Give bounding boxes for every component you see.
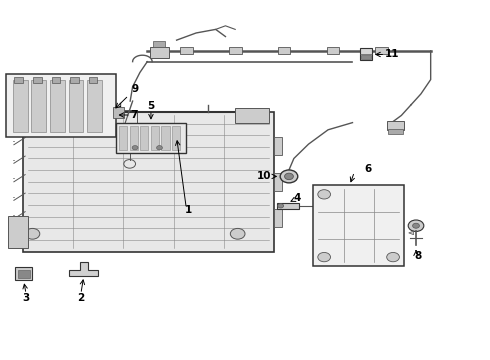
Circle shape bbox=[413, 223, 419, 228]
Text: 1: 1 bbox=[185, 206, 193, 216]
Text: 7: 7 bbox=[130, 110, 138, 120]
Bar bbox=[5, 74, 116, 137]
Circle shape bbox=[132, 145, 138, 150]
Bar bbox=[161, 126, 170, 149]
Bar bbox=[70, 77, 79, 83]
Text: 3: 3 bbox=[23, 293, 30, 303]
Bar bbox=[278, 46, 291, 54]
Text: 10: 10 bbox=[257, 171, 272, 181]
Bar bbox=[235, 108, 270, 123]
Bar bbox=[274, 173, 282, 191]
Bar bbox=[327, 46, 339, 54]
Text: 9: 9 bbox=[116, 84, 139, 108]
Bar bbox=[33, 77, 42, 83]
Bar bbox=[23, 112, 274, 252]
Polygon shape bbox=[69, 262, 98, 276]
Bar bbox=[89, 77, 98, 83]
Circle shape bbox=[318, 252, 331, 262]
Bar bbox=[141, 126, 148, 149]
Bar bbox=[18, 270, 30, 278]
Bar bbox=[172, 126, 180, 149]
Bar bbox=[51, 77, 60, 83]
Circle shape bbox=[285, 173, 294, 180]
Bar bbox=[388, 129, 403, 134]
Text: 4: 4 bbox=[294, 193, 301, 203]
Circle shape bbox=[387, 252, 399, 262]
Circle shape bbox=[278, 204, 284, 208]
Bar bbox=[13, 80, 27, 132]
Bar bbox=[153, 41, 165, 47]
Text: 11: 11 bbox=[385, 49, 400, 59]
Bar bbox=[69, 80, 83, 132]
Circle shape bbox=[318, 190, 331, 199]
Circle shape bbox=[25, 228, 40, 239]
Bar bbox=[113, 107, 124, 118]
Bar bbox=[274, 209, 282, 226]
Text: 6: 6 bbox=[365, 164, 372, 174]
Bar bbox=[229, 46, 242, 54]
Bar bbox=[31, 80, 46, 132]
Text: 5: 5 bbox=[147, 102, 154, 112]
Bar bbox=[361, 55, 370, 59]
Bar bbox=[387, 121, 404, 130]
Bar bbox=[130, 126, 138, 149]
Bar bbox=[314, 185, 404, 266]
Bar bbox=[15, 267, 32, 280]
Polygon shape bbox=[409, 231, 414, 235]
Bar bbox=[8, 216, 27, 248]
Bar bbox=[50, 80, 65, 132]
Bar bbox=[14, 77, 23, 83]
Bar bbox=[180, 46, 193, 54]
Text: 8: 8 bbox=[415, 251, 422, 261]
Bar bbox=[151, 126, 159, 149]
Bar bbox=[274, 137, 282, 155]
Circle shape bbox=[408, 220, 424, 231]
Bar bbox=[116, 123, 186, 153]
Bar bbox=[120, 126, 127, 149]
Bar bbox=[150, 47, 169, 58]
Bar bbox=[360, 48, 372, 60]
Text: 2: 2 bbox=[77, 293, 84, 303]
Circle shape bbox=[157, 145, 162, 150]
Circle shape bbox=[280, 170, 298, 183]
Bar bbox=[277, 203, 299, 209]
Circle shape bbox=[230, 228, 245, 239]
Bar bbox=[375, 46, 388, 54]
Bar bbox=[87, 80, 102, 132]
